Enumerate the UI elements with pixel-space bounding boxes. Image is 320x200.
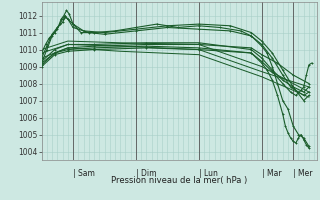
Text: | Dim: | Dim [136, 169, 156, 178]
Text: | Lun: | Lun [199, 169, 218, 178]
Text: | Mer: | Mer [293, 169, 313, 178]
Text: | Mar: | Mar [262, 169, 281, 178]
X-axis label: Pression niveau de la mer( hPa ): Pression niveau de la mer( hPa ) [111, 176, 247, 185]
Text: | Sam: | Sam [73, 169, 95, 178]
